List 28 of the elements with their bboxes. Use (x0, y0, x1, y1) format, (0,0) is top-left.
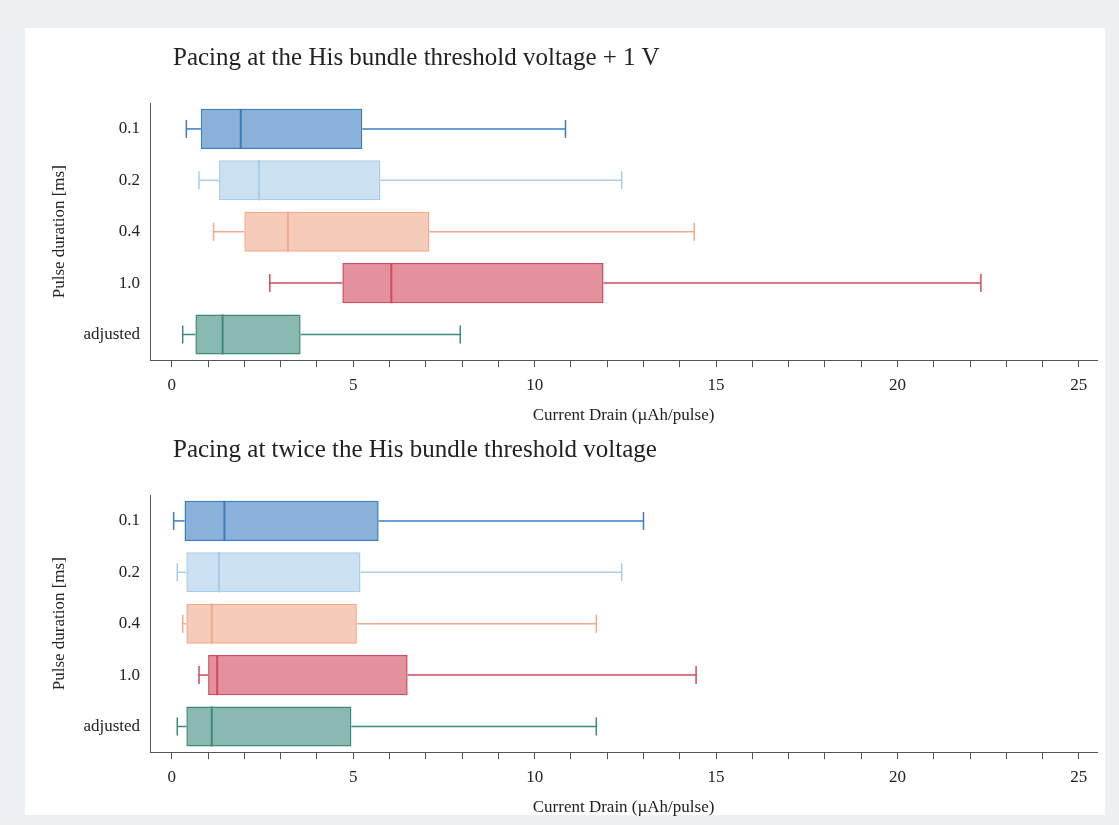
y-tick-label: adjusted (83, 715, 141, 735)
x-tick-label: 20 (888, 766, 906, 786)
y-tick-label: adjusted (83, 323, 141, 343)
y-tick-label: 0.4 (118, 613, 141, 633)
x-tick-label: 0 (167, 766, 177, 786)
x-tick-label: 25 (1070, 374, 1088, 394)
y-axis-title: Pulse duration [ms] (48, 165, 68, 299)
chart-title: Pacing at the His bundle threshold voltage + 1 V (173, 43, 660, 71)
y-tick-label: 1.0 (118, 272, 141, 292)
x-axis-title: Current Drain (µAh/pulse) (532, 405, 715, 425)
x-tick-label: 5 (348, 766, 358, 786)
x-tick-label: 0 (167, 374, 177, 394)
y-tick-label: 0.1 (118, 118, 141, 138)
y-tick-label: 0.4 (118, 221, 141, 241)
x-tick-label: 15 (707, 374, 725, 394)
y-tick-label: 0.1 (118, 510, 141, 530)
chart-title: Pacing at twice the His bundle threshold voltage (173, 435, 657, 463)
x-tick-label: 25 (1070, 766, 1088, 786)
x-tick-label: 5 (348, 374, 358, 394)
x-tick-label: 15 (707, 766, 725, 786)
x-tick-label: 10 (526, 374, 544, 394)
y-tick-label: 1.0 (118, 664, 141, 684)
y-tick-label: 0.2 (118, 561, 141, 581)
y-tick-label: 0.2 (118, 169, 141, 189)
x-axis-title: Current Drain (µAh/pulse) (532, 797, 715, 817)
x-tick-label: 10 (526, 766, 544, 786)
y-axis-title: Pulse duration [ms] (48, 557, 68, 691)
x-tick-label: 20 (888, 374, 906, 394)
